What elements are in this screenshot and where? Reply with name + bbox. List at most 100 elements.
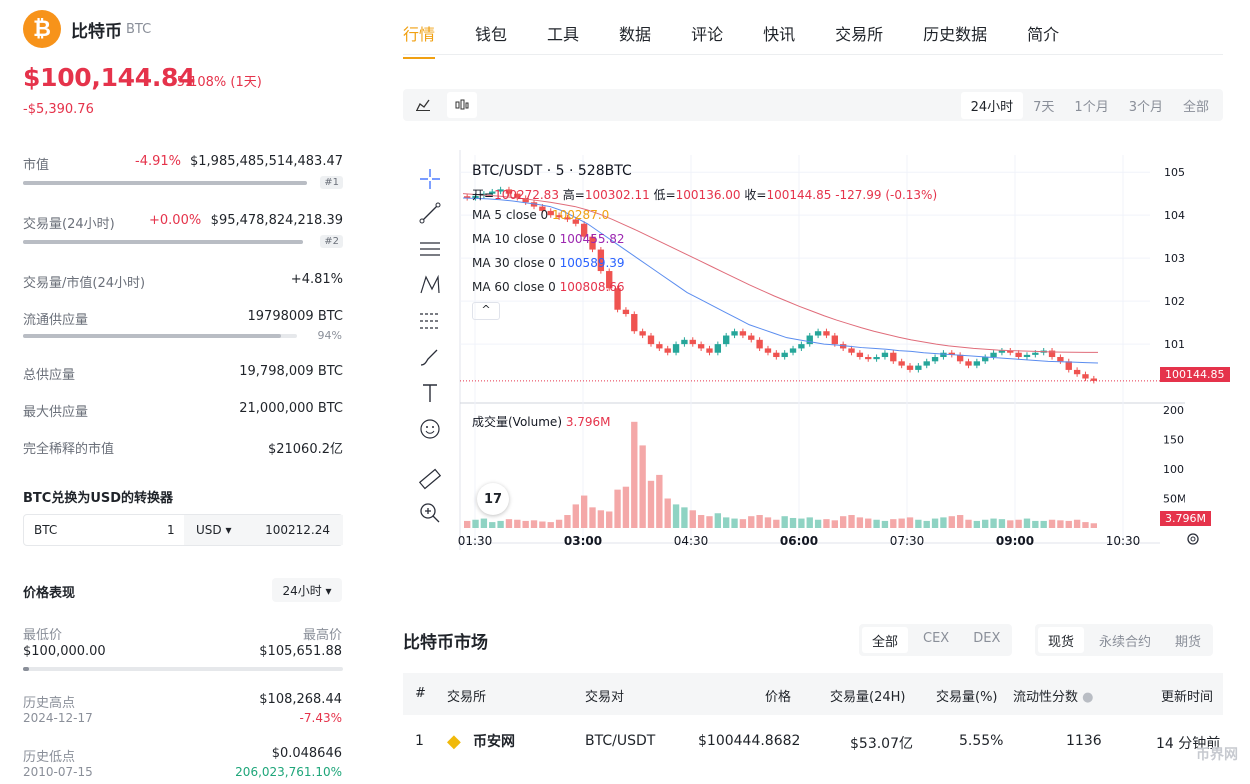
range-1m[interactable]: 1个月	[1074, 100, 1109, 115]
candle-body	[748, 335, 755, 340]
volume-bar	[739, 519, 747, 528]
filter-futures[interactable]: 期货	[1175, 635, 1202, 650]
close-value: 100144.85	[766, 188, 832, 202]
tab-wallet[interactable]: 钱包	[475, 25, 508, 44]
pattern-icon[interactable]	[417, 273, 443, 299]
high-label: 最高价	[302, 628, 342, 643]
candle-body	[497, 189, 504, 192]
range-all[interactable]: 全部	[1182, 100, 1209, 115]
tab-comments[interactable]: 评论	[691, 25, 724, 44]
ma5-legend: MA 5 close 0 100287.0	[472, 208, 609, 222]
performance-period-select[interactable]: 24小时 ▾	[272, 578, 342, 602]
volume-bar	[748, 516, 755, 528]
table-row[interactable]: 1 ◆ 币安网 BTC/USDT $100444.8682 $53.07亿 5.5…	[403, 715, 1223, 767]
coin-symbol: BTC	[126, 21, 152, 37]
ath-change: -7.43%	[299, 711, 342, 725]
volume-value: 3.796M	[565, 415, 611, 429]
trend-line-icon[interactable]	[417, 201, 443, 227]
filter-perpetual[interactable]: 永续合约	[1099, 635, 1152, 650]
tab-data[interactable]: 数据	[619, 25, 652, 44]
candle-body	[1057, 357, 1064, 362]
converter-amount-input[interactable]: 1	[167, 523, 175, 537]
col-price[interactable]: 价格	[765, 690, 792, 705]
candle-body	[773, 352, 780, 358]
legend-collapse-button[interactable]: ^	[472, 302, 500, 320]
ma60-label: MA 60 close 0	[472, 280, 556, 294]
col-volume[interactable]: 交易量(24H)	[830, 690, 906, 705]
ma5-value: 100287.0	[552, 208, 610, 222]
candle-body	[1023, 354, 1031, 358]
col-updated[interactable]: 更新时间	[1161, 690, 1214, 705]
filter-dex[interactable]: DEX	[973, 631, 1001, 646]
tab-news[interactable]: 快讯	[763, 25, 796, 44]
contract-type-filter: 现货 永续合约 期货	[1035, 624, 1214, 656]
atl-date: 2010-07-15	[23, 765, 93, 779]
info-icon[interactable]: ●	[1082, 690, 1094, 705]
tab-market[interactable]: 行情	[403, 21, 436, 59]
tabs-divider	[403, 54, 1223, 55]
brush-icon[interactable]	[417, 345, 443, 371]
candle-body	[514, 193, 521, 198]
row-exchange[interactable]: ◆ 币安网	[447, 731, 515, 752]
volume-bar	[1082, 522, 1089, 528]
volume-label: 成交量(Volume)	[472, 415, 562, 429]
col-liquidity[interactable]: 流动性分数 ●	[1013, 686, 1094, 705]
ruler-icon[interactable]	[417, 467, 443, 493]
volume-bar	[856, 517, 864, 528]
range-7d[interactable]: 7天	[1033, 100, 1055, 115]
filter-cex[interactable]: CEX	[923, 631, 950, 646]
range-3m[interactable]: 3个月	[1128, 100, 1163, 115]
candle-body	[714, 344, 722, 353]
ma10-legend: MA 10 close 0 100455.82	[472, 232, 625, 246]
horizontal-lines-icon[interactable]	[417, 237, 443, 263]
tab-history[interactable]: 历史数据	[923, 25, 988, 44]
volume-rank-badge: #2	[320, 235, 343, 248]
candle-body	[681, 339, 688, 345]
row-liquidity: 1136	[1066, 733, 1102, 749]
range-24h[interactable]: 24小时	[960, 92, 1024, 119]
volume-change: +0.00%	[149, 213, 202, 228]
volume-bar	[1015, 519, 1022, 528]
volume-legend: 成交量(Volume) 3.796M	[472, 413, 611, 430]
tab-exchanges[interactable]: 交易所	[835, 25, 884, 44]
converter-currency-select[interactable]: USD ▾	[196, 523, 232, 537]
volume-bar	[539, 521, 546, 528]
chart-toolbar: 24小时 7天 1个月 3个月 全部	[403, 89, 1223, 121]
col-exchange[interactable]: 交易所	[447, 690, 487, 705]
crosshair-icon[interactable]	[417, 167, 443, 193]
volume-bar	[839, 516, 847, 528]
volume-bar	[789, 517, 797, 528]
emoji-icon[interactable]	[417, 417, 443, 443]
time-tick-label: 07:30	[890, 534, 925, 548]
ma10-label: MA 10 close 0	[472, 232, 556, 246]
volume-bar	[831, 520, 838, 528]
candle-body	[606, 271, 613, 289]
tab-intro[interactable]: 简介	[1027, 25, 1060, 44]
col-rank[interactable]: #	[415, 686, 426, 701]
fib-icon[interactable]	[417, 309, 443, 335]
volume-bar	[906, 517, 914, 528]
col-pair[interactable]: 交易对	[585, 690, 625, 705]
filter-spot[interactable]: 现货	[1038, 627, 1085, 653]
tradingview-logo-icon[interactable]: 17	[477, 483, 509, 515]
volume-bar	[580, 495, 588, 528]
filter-all[interactable]: 全部	[862, 627, 909, 653]
volume-tick-label: 100M	[1163, 463, 1185, 476]
zoom-in-icon[interactable]	[417, 501, 443, 527]
volume-bar	[773, 519, 780, 528]
tab-tools[interactable]: 工具	[547, 25, 580, 44]
candle-body	[881, 352, 889, 358]
price-chart-canvas[interactable]: 105000.00 104000.00 103000.00 102000.00 1010…	[405, 145, 1185, 560]
candle-body	[898, 361, 905, 366]
vol-mcap-label: 交易量/市值(24小时)	[23, 276, 146, 291]
volume-bar	[798, 518, 805, 528]
candlestick-chart-icon[interactable]	[447, 92, 477, 118]
col-volume-pct[interactable]: 交易量(%)	[936, 690, 998, 705]
candle-body	[856, 352, 864, 358]
total-supply-value: 19,798,009 BTC	[239, 364, 343, 379]
line-chart-icon[interactable]	[407, 89, 439, 121]
converter-title: BTC兑换为USD的转换器	[23, 491, 174, 506]
settings-gear-icon[interactable]	[1185, 531, 1201, 547]
text-tool-icon[interactable]	[417, 381, 443, 407]
market-type-filter: 全部 CEX DEX	[859, 624, 1013, 656]
